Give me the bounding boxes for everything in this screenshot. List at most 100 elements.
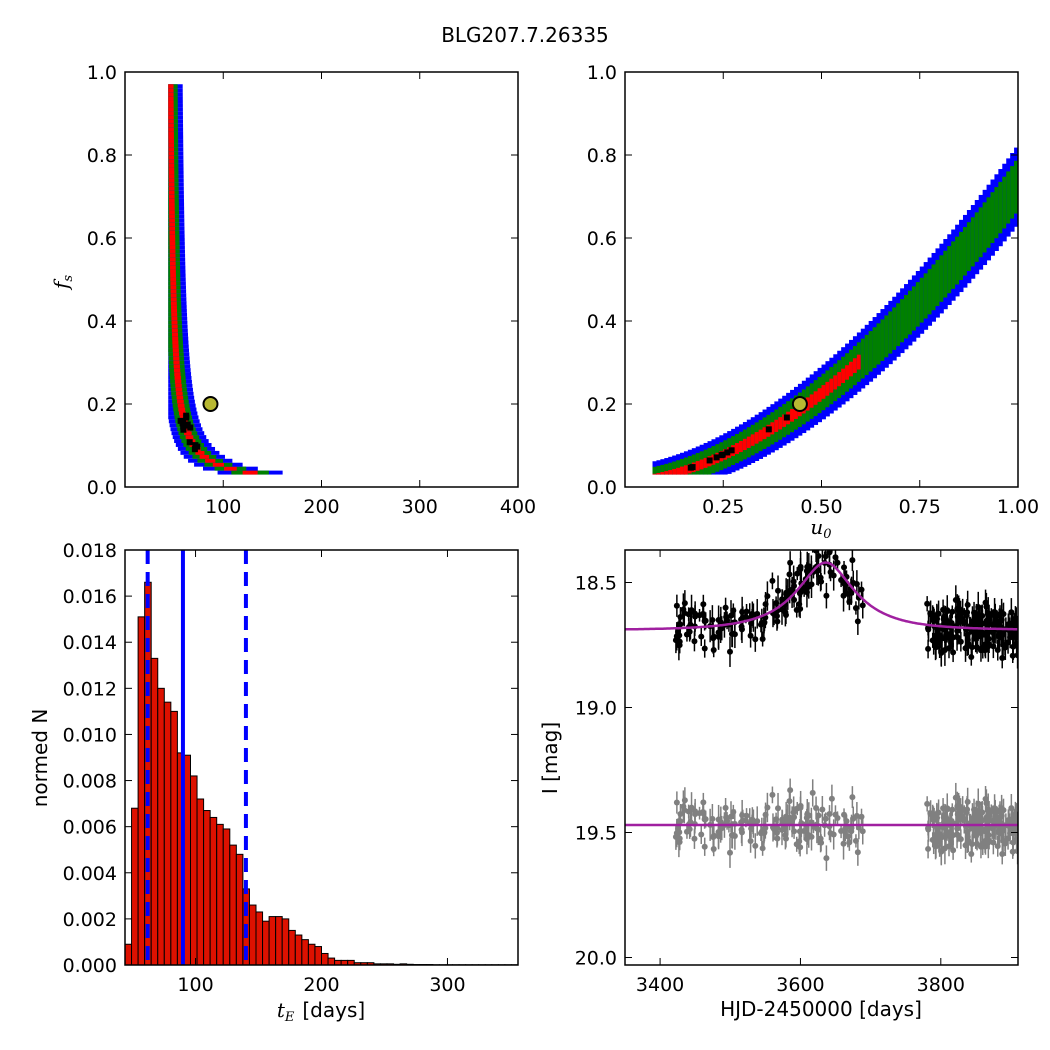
p4-data-point: [924, 600, 931, 607]
p2-contour-cell: [904, 294, 909, 339]
p4-residual-point: [803, 836, 810, 843]
p2-contour-cell: [735, 443, 740, 455]
p3-histogram-bar: [170, 710, 178, 965]
p4-residual-point: [834, 815, 841, 822]
p4-data-point: [822, 553, 829, 560]
p3-plot-area: [125, 550, 518, 965]
p4-data-point: [954, 613, 961, 620]
p4-residual-point: [717, 819, 724, 826]
p4-data-point: [925, 626, 932, 633]
p1-contour-cell: [169, 222, 175, 227]
p4-residual-point: [817, 835, 824, 842]
p4-residual-point: [773, 816, 780, 823]
p1-contour-cell: [172, 348, 179, 353]
p4-data-point: [701, 645, 708, 652]
p3-histogram-bar: [275, 916, 283, 965]
p4-residual-point: [726, 849, 733, 856]
p1-contour-cell: [205, 458, 216, 463]
p3-histogram-bar: [235, 853, 244, 965]
p1-best-cell: [180, 423, 187, 430]
p1-contour-cell: [168, 111, 174, 116]
p1-contour-cell: [174, 379, 182, 384]
p1-contour-cell: [170, 285, 177, 290]
p4-data-point: [692, 613, 699, 620]
p1-best-fit-marker: [202, 396, 219, 412]
p1-contour-cell: [168, 139, 174, 144]
p4-residual-point: [691, 835, 698, 842]
p1-best-cell: [183, 412, 190, 419]
p3-ytick-label: 0.016: [63, 586, 117, 608]
p1-contour-cell: [169, 206, 175, 211]
p4-data-point: [815, 567, 822, 574]
p1-contour-cell: [168, 151, 175, 156]
p4-data-point: [701, 617, 708, 624]
p4-data-point: [1001, 644, 1008, 651]
p4-data-point: [803, 589, 810, 596]
p4-residual-point: [715, 828, 722, 835]
p2-ytick-label: 0.8: [587, 145, 617, 167]
p2-contour-cell: [856, 354, 862, 370]
p4-residual-point: [950, 847, 957, 854]
p2-best-cell: [765, 426, 772, 433]
p4-residual-point: [925, 845, 932, 852]
p4-data-point: [999, 654, 1006, 661]
p4-data-point: [992, 617, 999, 624]
p4-data-point: [787, 559, 794, 566]
p1-contour-cell: [171, 312, 178, 317]
p2-best-fit-marker: [791, 396, 808, 412]
p2-contour-cell: [683, 465, 689, 475]
p4-data-point: [982, 599, 989, 606]
p2-contour-cell: [758, 429, 764, 442]
p2-contour-cell: [911, 286, 917, 331]
p3-ytick-label: 0.012: [63, 678, 117, 700]
p3-histogram-bar: [137, 616, 146, 965]
p2-contour-cell: [742, 438, 748, 451]
p4-residual-point: [815, 826, 822, 833]
p2-contour-cell: [754, 432, 760, 444]
p1-contour-cell: [168, 123, 174, 128]
p1-contour-cell: [168, 170, 175, 175]
p2-contour-cell: [927, 268, 933, 315]
p4-data-point: [849, 557, 856, 564]
p4-residual-point: [1014, 848, 1018, 855]
p1-contour-cell: [170, 297, 177, 302]
p4-data-point: [749, 610, 756, 617]
p4-residual-point: [925, 826, 932, 833]
p4-data-point: [971, 609, 978, 616]
p1-xtick-label: 200: [303, 496, 339, 518]
p4-data-point: [775, 587, 782, 594]
figure-title: BLG207.7.26335: [441, 23, 609, 47]
p2-contour-cell: [1006, 171, 1011, 224]
p4-data-point: [973, 614, 980, 621]
p4-ticks: 3400 3600 3800 18.5 19.0 19.5 20.0: [575, 550, 1018, 996]
p4-residual-point: [968, 850, 975, 857]
p2-contour-cell: [951, 241, 956, 289]
p3-histogram-bar: [196, 798, 205, 965]
p4-residual-point: [823, 855, 830, 862]
p4-residual-point: [808, 833, 815, 840]
p4-residual-point: [685, 808, 692, 815]
p4-xlabel: HJD-2450000 [days]: [720, 997, 922, 1021]
p1-contour-cell: [170, 265, 176, 270]
p4-data-point: [838, 576, 845, 583]
p1-contour-cell: [170, 301, 177, 306]
p4-data-point: [738, 626, 745, 633]
p1-contour-cell: [182, 427, 191, 432]
p2-contour-cell: [884, 315, 889, 358]
p4-residual-point: [700, 799, 707, 806]
p3-histogram-bar: [216, 823, 224, 965]
p4-residual-point: [747, 837, 754, 844]
p4-residual-point: [769, 791, 776, 798]
p4-data-point: [950, 634, 957, 641]
p4-data-point: [827, 569, 834, 576]
p1-best-cell: [180, 426, 187, 433]
p1-contour-cell: [168, 119, 174, 124]
p4-residual-point: [692, 811, 699, 818]
p2-contour-cell: [770, 422, 775, 435]
p4-data-point: [691, 638, 698, 645]
p2-contour-cell: [805, 397, 811, 411]
p3-histogram-bar: [321, 952, 329, 965]
p2-contour-cell: [915, 282, 921, 327]
p2-best-cell: [706, 457, 713, 464]
p4-data-point: [858, 586, 865, 593]
